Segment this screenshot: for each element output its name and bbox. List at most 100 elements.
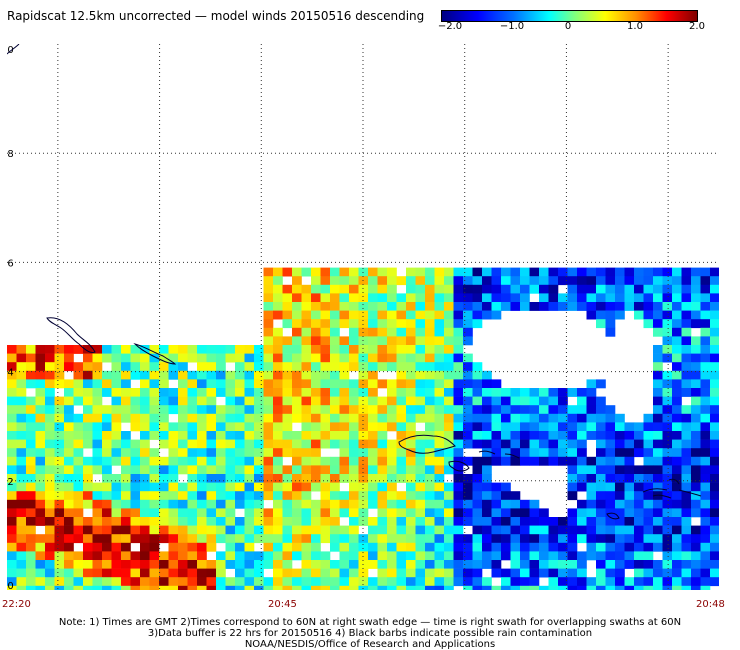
coastlines (7, 44, 702, 520)
wind-cell (149, 551, 160, 561)
wind-cell (168, 396, 179, 406)
wind-cell (634, 422, 644, 432)
wind-cell (406, 542, 416, 552)
wind-cell (368, 310, 378, 320)
wind-cell (282, 293, 293, 303)
wind-cell (472, 465, 483, 475)
wind-cell (349, 585, 359, 590)
wind-cell (586, 474, 597, 483)
wind-cell (292, 413, 302, 423)
wind-cell (254, 448, 264, 458)
wind-cell (282, 353, 293, 363)
wind-cell (406, 276, 416, 286)
wind-cell (510, 439, 521, 449)
wind-cell (396, 517, 407, 526)
wind-cell (320, 310, 331, 320)
wind-cell (444, 327, 454, 337)
wind-cell (73, 499, 84, 509)
wind-cell (634, 542, 644, 552)
wind-cell (700, 422, 711, 432)
wind-cell (330, 362, 340, 372)
wind-cell (159, 388, 169, 397)
wind-cell (577, 474, 587, 483)
wind-cell (691, 293, 701, 303)
wind-cell (548, 405, 559, 415)
wind-cell (415, 585, 426, 590)
wind-cell (301, 448, 312, 458)
wind-cell (339, 560, 350, 569)
wind-cell (567, 560, 578, 569)
wind-cell (216, 370, 226, 380)
wind-cell (472, 431, 483, 440)
wind-cell (444, 431, 454, 440)
wind-cell (425, 491, 435, 501)
wind-cell (178, 431, 188, 440)
wind-cell (7, 396, 17, 406)
wind-cell (406, 267, 416, 277)
wind-cell (16, 370, 27, 380)
wind-cell (130, 388, 141, 397)
wind-cell (339, 302, 350, 311)
wind-cell (529, 267, 540, 277)
wind-cell (501, 448, 511, 458)
wind-cell (301, 310, 312, 320)
wind-cell (672, 465, 682, 475)
wind-cell (586, 465, 597, 475)
wind-cell (529, 542, 540, 552)
wind-cell (7, 362, 17, 372)
wind-cell (339, 577, 350, 587)
wind-cell (444, 560, 454, 569)
wind-cell (548, 448, 559, 458)
wind-cell (339, 551, 350, 561)
wind-cell (529, 405, 540, 415)
wind-cell (168, 551, 179, 561)
wind-cell (444, 422, 454, 432)
wind-cell (444, 284, 454, 294)
wind-cell (577, 577, 587, 587)
wind-cell (710, 456, 719, 466)
wind-cell (92, 465, 103, 475)
wind-cell (187, 388, 198, 397)
wind-cell (358, 362, 369, 372)
wind-cell (482, 465, 492, 475)
wind-cell (26, 439, 36, 449)
wind-cell (330, 302, 340, 311)
wind-cell (605, 585, 616, 590)
wind-cell (197, 551, 207, 561)
wind-cell (710, 439, 719, 449)
wind-cell (662, 439, 673, 449)
wind-cell (216, 525, 226, 535)
wind-cell (273, 431, 283, 440)
wind-cell (691, 542, 701, 552)
wind-cell (501, 413, 511, 423)
note-line-1: Note: 1) Times are GMT 2)Times correspon… (58, 617, 682, 628)
wind-cell (444, 568, 454, 578)
wind-cell (681, 465, 692, 475)
wind-cell (26, 379, 36, 389)
wind-cell (168, 465, 179, 475)
wind-cell (396, 388, 407, 397)
wind-cell (700, 293, 711, 303)
wind-cell (377, 542, 388, 552)
wind-cell (472, 551, 483, 561)
wind-cell (491, 482, 502, 492)
wind-cell (187, 396, 198, 406)
wind-cell (26, 491, 36, 501)
wind-cell (121, 465, 131, 475)
wind-cell (586, 499, 597, 509)
wind-cell (111, 560, 122, 569)
wind-cell (16, 491, 27, 501)
wind-cell (510, 422, 521, 432)
wind-cell (624, 456, 635, 466)
wind-cell (615, 534, 625, 544)
wind-cell (130, 465, 141, 475)
wind-cell (330, 585, 340, 590)
wind-cell (548, 577, 559, 587)
wind-cell (311, 413, 321, 423)
wind-cell (387, 388, 397, 397)
wind-cell (700, 327, 711, 337)
wind-cell (700, 542, 711, 552)
wind-cell (510, 534, 521, 544)
wind-cell (178, 379, 188, 389)
wind-cell (491, 302, 502, 311)
